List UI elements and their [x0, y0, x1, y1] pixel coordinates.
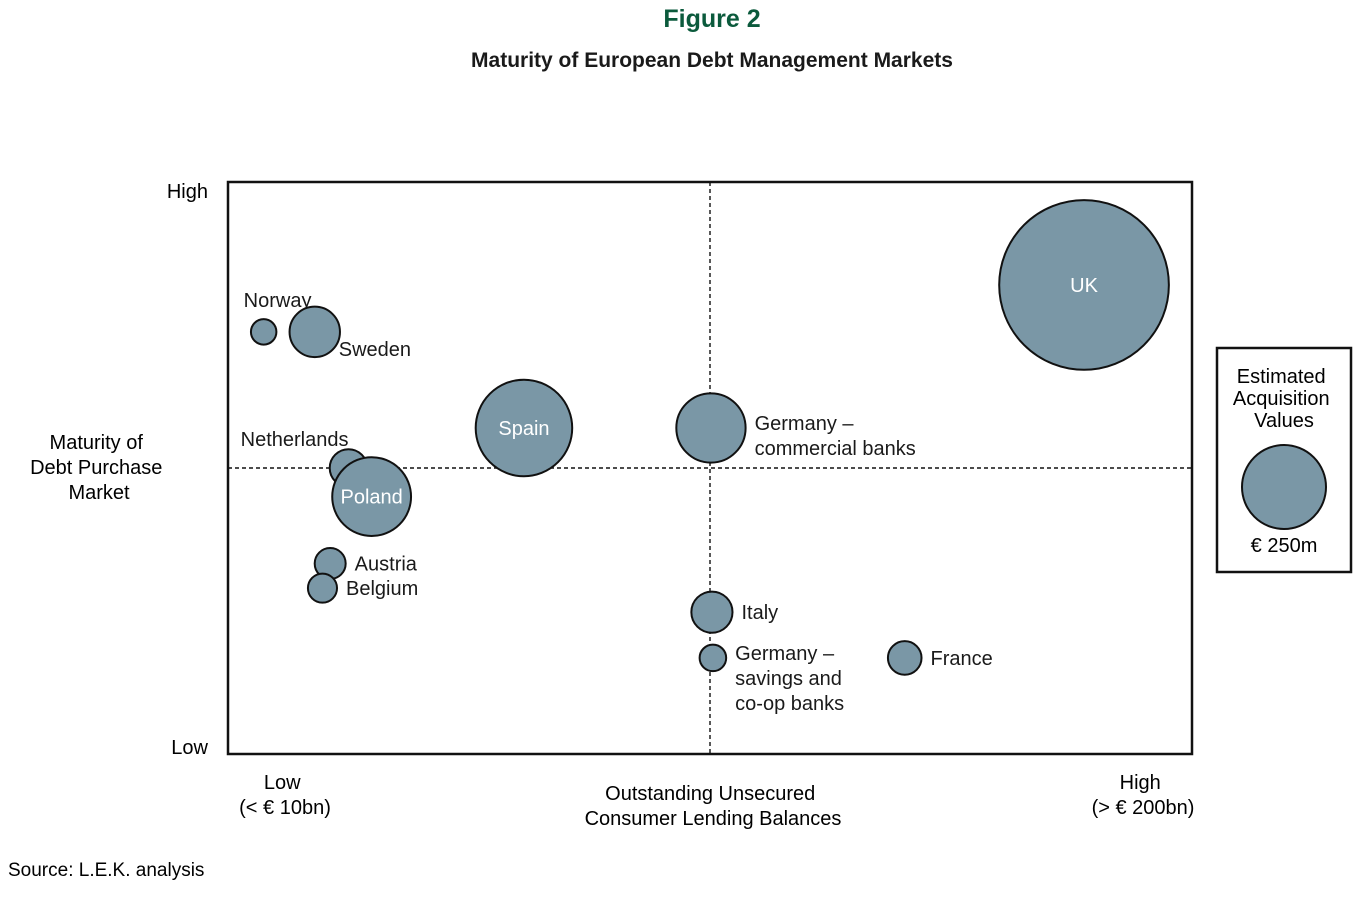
bubble-germany-commercial-banks [675, 392, 747, 464]
bubble-uk [998, 199, 1170, 371]
bubble-label-line: Italy [742, 602, 779, 624]
bubble-label-austria: Austria [355, 554, 418, 576]
y-axis-label-line: Maturity of [50, 432, 144, 454]
bubble-poland [331, 456, 413, 537]
bubble-label-line: Norway [244, 290, 312, 312]
bubble-label-line: savings and [735, 668, 842, 690]
bubble-label-line: Sweden [339, 339, 411, 361]
bubble-norway [249, 318, 278, 346]
y-tick-high: High [167, 181, 208, 203]
bubble-label-line: Austria [355, 554, 418, 576]
bubble-label-line: Spain [498, 418, 549, 440]
bubble-spain [474, 378, 574, 478]
bubble-label-line: Poland [340, 487, 402, 509]
y-axis-label: Maturity of Debt Purchase Market [30, 432, 168, 504]
bubble-sweden [288, 305, 341, 359]
bubble-label-belgium: Belgium [346, 578, 418, 600]
bubble-label-line: Belgium [346, 578, 418, 600]
x-tick-high-line: High [1120, 772, 1161, 794]
x-tick-high: High (> € 200bn) [1092, 772, 1195, 819]
bubble-label-line: co-op banks [735, 693, 844, 715]
figure-label: Figure 2 [663, 5, 760, 33]
bubble-label-italy: Italy [742, 602, 779, 624]
x-axis-label: Outstanding Unsecured Consumer Lending B… [585, 783, 842, 830]
legend-title: Estimated Acquisition Values [1233, 366, 1335, 432]
y-axis-label-line: Debt Purchase [30, 457, 162, 479]
y-axis-label-line: Market [68, 482, 130, 504]
x-tick-low-line: (< € 10bn) [239, 797, 331, 819]
bubble-germany-savings-and-co-op-banks [698, 643, 728, 673]
bubble-label-germany-savings-and-co-op-banks: Germany – savings and co-op banks [735, 643, 844, 715]
legend-value-label: € 250m [1251, 535, 1318, 557]
x-tick-low-line: Low [264, 772, 301, 794]
bubble-layer: UK Norway Sweden Spain Germany – commercial b… [241, 199, 1170, 715]
chart-title: Maturity of European Debt Management Mar… [471, 49, 953, 72]
bubble-label-sweden: Sweden [339, 339, 411, 361]
legend-title-line: Estimated [1237, 366, 1326, 388]
x-tick-low: Low (< € 10bn) [239, 772, 331, 819]
bubble-label-line: Germany – [735, 643, 835, 665]
legend-title-line: Values [1254, 410, 1314, 432]
x-axis-label-line: Consumer Lending Balances [585, 808, 842, 830]
bubble-belgium [306, 572, 339, 604]
bubble-label-spain: Spain [498, 418, 549, 440]
bubble-italy [690, 590, 734, 634]
bubble-label-poland: Poland [340, 487, 402, 509]
x-tick-high-line: (> € 200bn) [1092, 797, 1195, 819]
bubble-label-norway: Norway [244, 290, 312, 312]
bubble-label-line: France [931, 648, 993, 670]
bubble-label-uk: UK [1070, 275, 1098, 297]
bubble-france [886, 640, 923, 676]
bubble-label-line: UK [1070, 275, 1098, 297]
bubble-label-line: Netherlands [241, 429, 349, 451]
legend: Estimated Acquisition Values € 250m [1215, 346, 1353, 574]
legend-title-line: Acquisition [1233, 388, 1330, 410]
bubble-label-germany-commercial-banks: Germany – commercial banks [755, 413, 916, 460]
bubble-label-line: Germany – [755, 413, 855, 435]
y-tick-low: Low [171, 737, 208, 759]
bubble-label-netherlands: Netherlands [241, 429, 349, 451]
bubble-label-line: commercial banks [755, 438, 916, 460]
source-note: Source: L.E.K. analysis [8, 860, 204, 881]
legend-box [1215, 346, 1353, 574]
bubble-label-france: France [931, 648, 993, 670]
x-axis-label-line: Outstanding Unsecured [605, 783, 815, 805]
legend-reference-bubble [1241, 444, 1327, 530]
